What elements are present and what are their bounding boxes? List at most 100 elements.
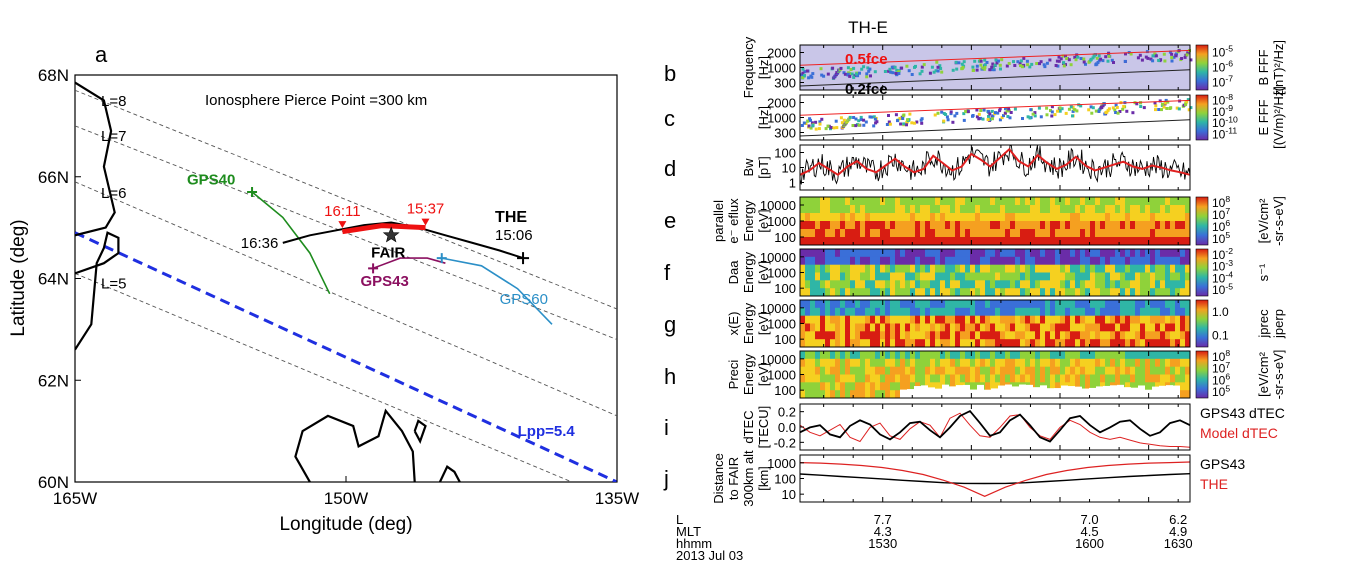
spec-cell [805,249,811,258]
spec-cell [930,237,936,246]
spec-pixel [1151,54,1155,58]
spec-cell [1115,331,1121,340]
spec-cell [960,315,966,324]
spec-cell [1045,288,1051,297]
spec-cell [1040,315,1046,324]
colorbar-label-0: B FFF [1256,49,1271,85]
spec-cell [960,221,966,230]
spec-cell [1065,264,1071,273]
spec-cell [855,256,861,266]
spec-cell [965,307,971,317]
spec-pixel [872,124,876,128]
spec-cell [900,197,906,206]
map-ytick-label-3: 66N [38,168,69,187]
spec-cell [1015,351,1021,360]
spec-cell [830,351,836,360]
spec-cell [905,280,911,289]
spec-cell [825,339,831,348]
spec-cell [865,358,871,368]
spec-cell [1015,264,1021,273]
panel-i-letter: i [664,415,669,440]
spec-cell [900,229,906,238]
spec-cell [1135,351,1141,360]
spec-column [1110,197,1116,246]
spec-cell [925,315,931,324]
spec-cell [945,366,951,375]
spec-cell [800,272,806,281]
spec-pixel [1026,115,1030,119]
gps60-label: GPS60 [500,291,548,308]
spec-cell [1045,205,1051,214]
colorbar-tick-label-1-exp: -9 [1225,103,1233,113]
spec-cell [880,382,886,391]
spec-cell [1180,374,1186,383]
spec-column [980,249,986,297]
spec-cell [1155,229,1161,238]
spec-pixel [846,72,850,76]
gps60-track [441,257,553,325]
spec-pixel [1007,109,1011,113]
spec-cell [985,197,991,206]
spec-cell [1065,221,1071,230]
spec-cell [1140,339,1146,348]
spec-cell [880,331,886,340]
spec-cell [1075,366,1081,375]
spec-cell [1005,205,1011,214]
spec-column [1160,197,1166,246]
spec-cell [815,339,821,348]
spec-pixel [1060,107,1064,111]
spec-column [1165,197,1171,246]
spec-cell [1115,221,1121,230]
spec-pixel [1186,98,1190,102]
spec-column [830,351,836,399]
spec-cell [1130,197,1136,206]
spec-cell [845,339,851,348]
spec-cell [955,221,961,230]
spec-cell [1110,323,1116,332]
spec-cell [855,374,861,383]
spec-cell [1105,288,1111,297]
spec-cell [985,213,991,222]
spec-cell [1185,280,1191,289]
spec-cell [820,229,826,238]
spec-cell [830,331,836,340]
spec-cell [1145,374,1151,383]
spec-column [1170,300,1176,348]
footer-hhmm-value-0: 1530 [868,536,897,551]
spec-cell [1050,351,1056,360]
spec-cell [850,264,856,273]
spec-pixel [983,65,987,69]
spec-cell [985,229,991,238]
panel-b-ylabel-1: [Hz] [756,56,771,79]
spec-cell [1050,272,1056,281]
colorbar-tick-label-0: 10-8 [1212,92,1233,108]
spec-cell [1090,300,1096,309]
spec-cell [925,358,931,368]
spec-cell [1005,366,1011,375]
spec-pixel [856,74,860,78]
spec-cell [1065,339,1071,348]
spec-pixel [810,121,814,125]
colorbar-tick-label-0-exp: 8 [1225,348,1230,358]
spec-column [1100,249,1106,297]
spec-cell [860,249,866,258]
spec-cell [1110,288,1116,297]
spec-pixel [1157,58,1161,62]
spec-cell [955,288,961,297]
spec-column [1085,249,1091,297]
spec-cell [870,221,876,230]
spec-pixel [1180,57,1184,60]
spec-cell [1025,374,1031,383]
spec-cell [1150,237,1156,246]
spec-cell [870,351,876,360]
spec-cell [920,256,926,266]
spec-cell [920,374,926,383]
spec-cell [870,280,876,289]
spec-cell [945,315,951,324]
spec-cell [955,300,961,309]
spec-cell [865,374,871,383]
spec-cell [1180,390,1186,399]
spec-cell [1145,315,1151,324]
spec-column [850,351,856,399]
spec-pixel [806,119,810,123]
